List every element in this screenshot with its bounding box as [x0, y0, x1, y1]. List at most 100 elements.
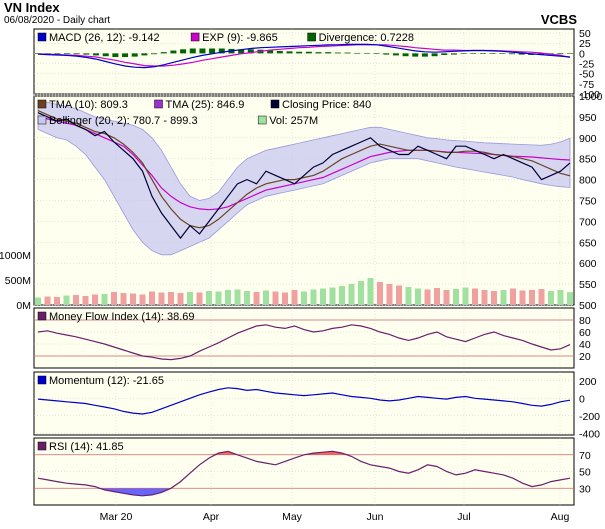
volume-bar	[35, 297, 41, 305]
volume-bar	[434, 288, 440, 305]
volume-bar	[177, 293, 184, 305]
volume-bar	[510, 288, 516, 305]
volume-bar	[92, 294, 98, 305]
volume-bar	[234, 289, 241, 305]
rsi-tick-0: 70	[579, 450, 591, 462]
macd-tick-1: 25	[579, 38, 591, 50]
momentum-tick-3: -400	[579, 428, 600, 440]
volume-bar	[348, 284, 355, 305]
tma10-line	[37, 110, 571, 229]
macd-tick-5: -75	[579, 79, 594, 91]
volume-bar	[196, 292, 203, 305]
divergence-bar	[412, 53, 419, 57]
divergence-bar	[305, 51, 312, 54]
volume-bar	[225, 290, 231, 305]
broker-label: VCBS	[540, 12, 577, 27]
divergence-bar	[112, 53, 119, 58]
mfi-panel	[33, 307, 575, 369]
volume-tick-0: 1000M	[0, 250, 31, 262]
volume-bar	[120, 293, 127, 305]
macd-line	[37, 43, 571, 69]
divergence-bar	[315, 52, 322, 54]
divergence-bar	[557, 53, 564, 55]
volume-bar	[519, 290, 526, 305]
volume-bar	[168, 292, 174, 305]
divergence-bar	[218, 48, 225, 54]
macd-tick-6: -100	[579, 89, 600, 101]
divergence-bar	[170, 50, 177, 54]
volume-bar	[301, 291, 307, 305]
divergence-bar	[276, 50, 283, 54]
volume-bar	[367, 278, 374, 305]
divergence-bar	[209, 48, 216, 54]
volume-bar	[548, 291, 554, 305]
volume-bar	[424, 289, 431, 305]
closing-price-line	[37, 112, 571, 240]
divergence-bar	[141, 53, 148, 56]
divergence-bar	[363, 52, 370, 54]
volume-bar	[272, 291, 279, 305]
momentum-legend-0: Momentum (12): -21.65	[49, 375, 164, 387]
volume-bar	[82, 296, 89, 305]
divergence-bar	[199, 48, 206, 54]
rsi-overbought-fill	[209, 451, 352, 455]
macd-swatch	[37, 32, 47, 42]
volume-bar	[386, 284, 393, 305]
x-axis-label-0: Mar 20	[100, 511, 133, 523]
price-tick-7: 650	[579, 237, 597, 249]
rsi-tick-2: 30	[579, 483, 591, 495]
x-axis-label-4: Jul	[457, 511, 470, 523]
volume-bar	[529, 290, 535, 305]
divergence-bar	[508, 53, 515, 55]
volume-tick-1: 500M	[5, 275, 31, 287]
mfi-tick-2: 40	[579, 339, 591, 351]
momentum-tick-1: 0	[579, 393, 585, 405]
macd-legend-1: EXP (9): -9.865	[202, 32, 278, 44]
divergence-bar	[296, 51, 303, 54]
volume-bar	[158, 292, 165, 305]
divergence-bar	[247, 49, 254, 54]
divergence-swatch	[307, 32, 316, 42]
divergence-bar	[402, 53, 409, 57]
price-legend-1: TMA (25): 846.9	[166, 99, 245, 111]
bollinger-swatch	[37, 115, 47, 125]
volume-bar	[567, 292, 573, 305]
volume-bar	[443, 290, 450, 305]
volume-bar	[282, 292, 288, 305]
volume-bar	[491, 291, 497, 305]
volume-bar	[538, 289, 545, 305]
volume-bar	[149, 291, 155, 305]
divergence-bar	[35, 53, 41, 54]
divergence-bar	[383, 53, 390, 55]
divergence-bar	[73, 53, 80, 55]
tma10-swatch	[37, 99, 47, 109]
divergence-bar	[479, 53, 486, 54]
mfi-line	[37, 324, 571, 361]
x-axis-label-3: Jun	[367, 511, 384, 523]
divergence-bar	[392, 53, 399, 56]
divergence-bar	[286, 51, 293, 54]
volume-bar	[557, 290, 564, 305]
volume-bar	[405, 287, 412, 305]
divergence-bar	[238, 49, 245, 54]
divergence-bar	[421, 53, 428, 57]
divergence-bar	[267, 50, 274, 54]
macd-tick-2: 0	[579, 48, 585, 60]
volume-bar	[481, 290, 488, 305]
chart-title: VN Index	[4, 0, 60, 15]
volume-bar	[462, 287, 469, 305]
price-tick-8: 600	[579, 258, 597, 270]
price-tick-2: 900	[579, 133, 597, 145]
price-tick-3: 850	[579, 154, 597, 166]
volume-bar	[291, 290, 298, 305]
divergence-bar	[83, 53, 90, 55]
divergence-bar	[334, 52, 341, 54]
divergence-bar	[325, 52, 332, 54]
divergence-bar	[344, 52, 351, 54]
divergence-bar	[518, 53, 525, 55]
price-tick-10: 500	[579, 300, 597, 312]
divergence-bar	[102, 53, 109, 57]
volume-bar	[101, 294, 108, 305]
